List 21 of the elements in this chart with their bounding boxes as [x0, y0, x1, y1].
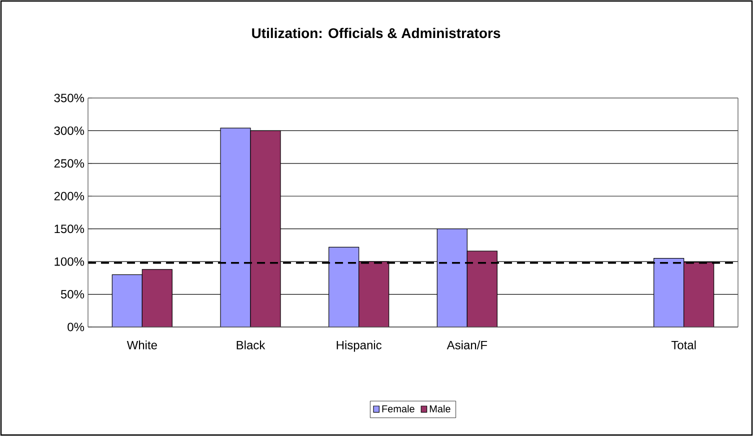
x-tick-label: Hispanic — [336, 340, 382, 352]
x-tick-label: White — [126, 340, 157, 350]
legend-label: Male — [430, 405, 450, 412]
bar — [466, 250, 498, 327]
x-tick-label: Black — [236, 340, 266, 350]
y-tick-label: 200% — [54, 192, 84, 200]
y-tick-label: 0% — [68, 322, 84, 332]
y-tick-label: 250% — [54, 159, 84, 168]
bar — [684, 262, 714, 327]
y-tick-label: 150% — [54, 224, 84, 234]
y-tick-label: 350% — [54, 94, 84, 102]
chart-title: Utilization: Officials & Administrators — [252, 28, 500, 38]
bar — [250, 130, 281, 327]
bar — [358, 261, 390, 327]
y-tick-label: 100% — [54, 257, 84, 266]
x-tick-label: Asian/F — [446, 340, 488, 350]
y-tick-label: 300% — [54, 126, 84, 135]
y-tick-label: 50% — [60, 290, 84, 299]
legend-label: Female — [382, 405, 414, 412]
x-tick-label: Total — [671, 340, 696, 350]
bar — [142, 269, 172, 327]
